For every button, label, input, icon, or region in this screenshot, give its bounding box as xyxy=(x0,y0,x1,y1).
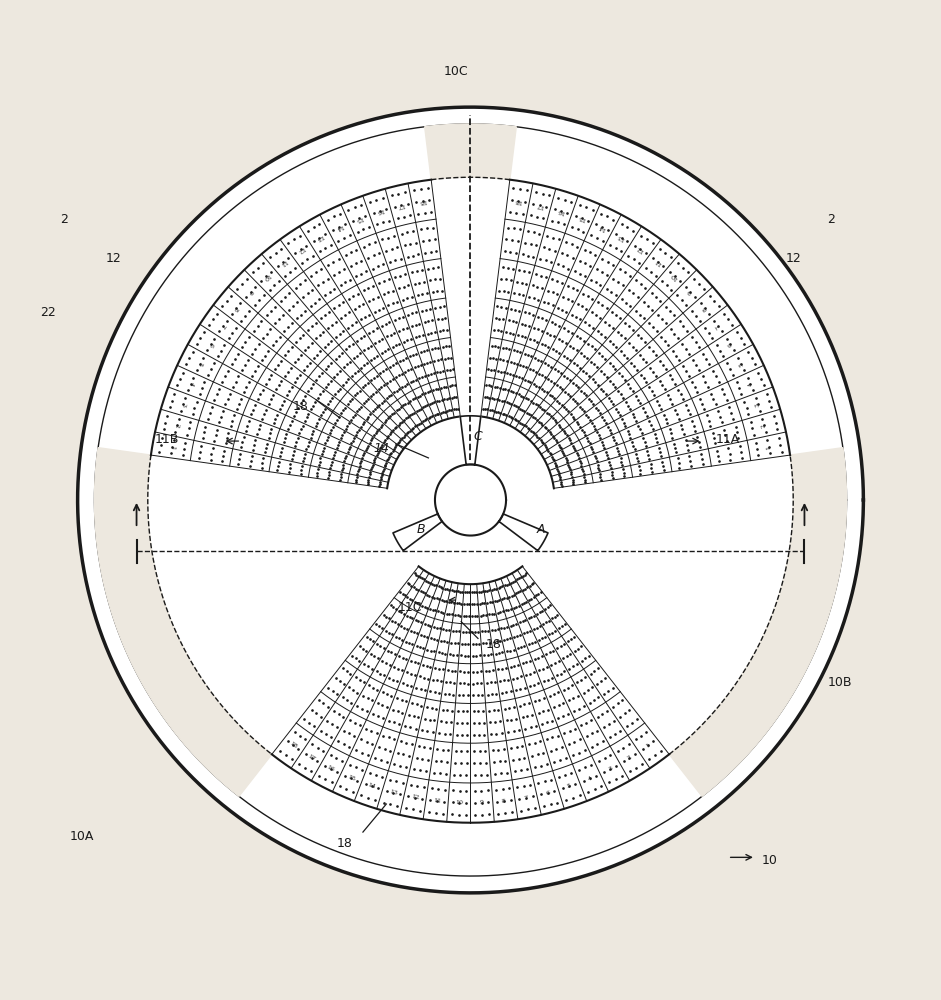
Text: 6: 6 xyxy=(727,341,733,347)
Polygon shape xyxy=(393,514,442,551)
Text: 10: 10 xyxy=(762,854,778,867)
Text: B: B xyxy=(417,523,425,536)
Text: 12: 12 xyxy=(635,245,645,253)
Text: 11A: 11A xyxy=(715,433,740,446)
Text: 16: 16 xyxy=(557,207,566,215)
Text: 5: 5 xyxy=(197,361,203,367)
Polygon shape xyxy=(435,464,506,536)
Text: 6: 6 xyxy=(208,341,214,347)
Text: 2: 2 xyxy=(59,213,68,226)
Text: 1: 1 xyxy=(645,742,651,749)
Text: 12: 12 xyxy=(410,795,420,801)
Text: 15: 15 xyxy=(346,774,356,782)
Text: 2: 2 xyxy=(827,213,835,226)
Text: 12: 12 xyxy=(296,245,306,253)
Text: 18: 18 xyxy=(336,837,352,850)
Text: 5: 5 xyxy=(738,361,744,367)
Text: 1: 1 xyxy=(766,445,772,449)
Text: 8: 8 xyxy=(502,798,506,804)
Text: 18: 18 xyxy=(288,741,297,750)
Polygon shape xyxy=(77,107,864,893)
Text: 18: 18 xyxy=(293,400,309,413)
Text: 10: 10 xyxy=(262,272,271,281)
Text: 11: 11 xyxy=(279,258,288,267)
Text: 10B: 10B xyxy=(828,676,853,689)
Text: 11B: 11B xyxy=(154,433,179,446)
Text: 10A: 10A xyxy=(70,830,94,843)
Text: C: C xyxy=(473,430,483,443)
Text: 7: 7 xyxy=(715,323,722,329)
Text: 11: 11 xyxy=(653,258,662,267)
Text: 16: 16 xyxy=(375,207,384,215)
Text: 4: 4 xyxy=(747,381,753,387)
Polygon shape xyxy=(272,566,669,823)
Polygon shape xyxy=(94,448,272,796)
Text: 22: 22 xyxy=(40,306,56,319)
Text: 17: 17 xyxy=(307,754,316,762)
Text: 2: 2 xyxy=(174,423,180,428)
Text: 2: 2 xyxy=(627,755,632,761)
Text: 9: 9 xyxy=(687,289,694,295)
Polygon shape xyxy=(460,416,481,465)
Text: 14: 14 xyxy=(374,442,390,455)
Text: 3: 3 xyxy=(607,766,613,772)
Text: 14: 14 xyxy=(367,783,376,790)
Text: 15: 15 xyxy=(577,215,586,222)
Text: 3: 3 xyxy=(180,402,186,407)
Text: 16: 16 xyxy=(327,765,336,773)
Text: 14: 14 xyxy=(334,223,343,231)
Text: 4: 4 xyxy=(188,381,194,387)
Text: 11: 11 xyxy=(433,798,441,804)
Text: 11C: 11C xyxy=(397,601,422,614)
Polygon shape xyxy=(481,180,790,488)
Text: 3: 3 xyxy=(755,402,761,407)
Text: 9: 9 xyxy=(247,289,254,295)
Polygon shape xyxy=(499,514,548,551)
Text: 14: 14 xyxy=(598,223,607,231)
Text: 17: 17 xyxy=(535,202,545,209)
Polygon shape xyxy=(151,180,460,488)
Text: 13: 13 xyxy=(617,233,627,242)
Polygon shape xyxy=(669,448,847,796)
Text: 6: 6 xyxy=(545,790,550,796)
Text: 9: 9 xyxy=(480,800,484,805)
Text: 1: 1 xyxy=(169,445,175,449)
Text: 4: 4 xyxy=(587,775,593,781)
Text: 13: 13 xyxy=(389,789,398,796)
Text: 17: 17 xyxy=(396,202,406,209)
Text: 10: 10 xyxy=(455,800,463,805)
Text: 12: 12 xyxy=(105,252,121,265)
Text: 13: 13 xyxy=(314,233,324,242)
Polygon shape xyxy=(424,124,517,180)
Text: 18: 18 xyxy=(514,198,522,204)
Text: 10C: 10C xyxy=(444,65,469,78)
Text: 15: 15 xyxy=(355,215,364,222)
Text: A: A xyxy=(536,523,545,536)
Text: 18: 18 xyxy=(419,198,427,204)
Text: 8: 8 xyxy=(702,305,709,312)
Text: 5: 5 xyxy=(566,783,572,789)
Text: 12: 12 xyxy=(786,252,801,265)
Text: 2: 2 xyxy=(761,423,767,428)
Text: 18: 18 xyxy=(486,638,502,651)
Text: 8: 8 xyxy=(232,305,239,312)
Text: 10: 10 xyxy=(670,272,679,281)
Text: 7: 7 xyxy=(219,323,226,329)
Text: 7: 7 xyxy=(523,795,529,801)
